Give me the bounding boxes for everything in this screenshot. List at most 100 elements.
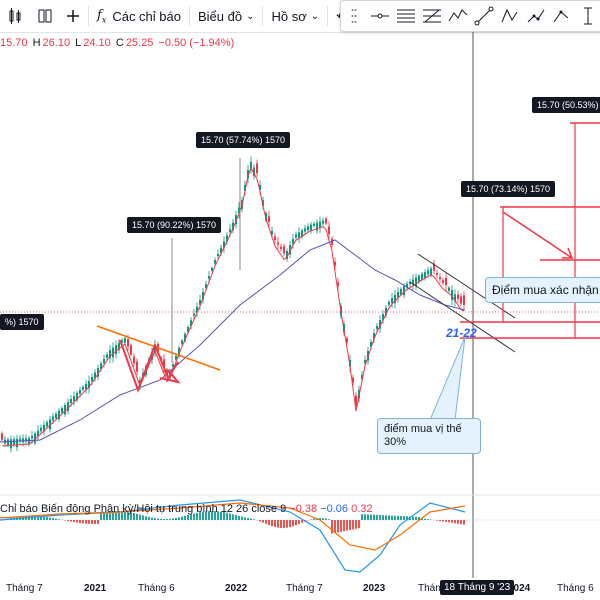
horizontal-line-tool[interactable] <box>367 1 393 31</box>
macd-bar <box>181 516 183 520</box>
macd-bar <box>298 520 300 525</box>
candle-body <box>415 277 417 287</box>
candle-body <box>184 333 186 341</box>
candle-body <box>211 268 213 271</box>
long-position-tool[interactable] <box>575 1 600 31</box>
candle-body <box>34 433 36 444</box>
divider <box>188 6 190 26</box>
macd-bar <box>289 520 291 528</box>
candle-body <box>94 372 96 379</box>
axis-tick: Tháng 6 <box>557 583 594 594</box>
macd-bar <box>109 511 111 520</box>
macd-bar <box>325 518 327 520</box>
candle-body <box>307 226 309 231</box>
macd-bar <box>127 511 129 520</box>
candle-body <box>214 260 216 264</box>
candle-body <box>397 292 399 298</box>
callout-50[interactable]: 15.70 (50.53%) <box>532 97 600 113</box>
candle-body <box>277 242 279 245</box>
macd-bar <box>229 513 231 520</box>
candle-body <box>385 308 387 315</box>
macd-bar <box>250 518 252 520</box>
macd-bar <box>46 517 48 520</box>
add-compare-button[interactable] <box>60 0 86 32</box>
macd-bar <box>37 516 39 520</box>
macd-bar <box>436 520 438 521</box>
macd-bar <box>439 520 441 521</box>
candle-body <box>361 375 363 380</box>
macd-bar <box>91 520 93 524</box>
chart-type-button[interactable]: Biểu đồ ⌄ <box>192 0 260 32</box>
macd-bar <box>160 518 162 520</box>
candle-body <box>316 222 318 231</box>
candle-body <box>205 284 207 289</box>
buy-position-note[interactable]: điểm mua vị thế 30% <box>377 418 481 454</box>
drag-handle[interactable] <box>341 1 367 31</box>
trend-line-tool[interactable] <box>471 1 497 31</box>
macd-bar <box>106 511 108 520</box>
fib-tool[interactable] <box>419 1 445 31</box>
macd-bar <box>52 518 54 520</box>
time-axis[interactable]: Tháng 7 2021 Tháng 6 2022 Tháng 7 2023 T… <box>0 578 600 600</box>
pattern-tool[interactable] <box>445 1 471 31</box>
path-tool[interactable] <box>523 1 549 31</box>
candle-body <box>97 368 99 377</box>
callout-left[interactable]: %) 1570 <box>0 314 44 330</box>
candle-body <box>193 313 195 316</box>
candle-body <box>226 235 228 242</box>
callout-90[interactable]: 15.70 (90.22%) 1570 <box>127 217 222 233</box>
close-value: 25.25 <box>125 37 154 49</box>
macd-bar <box>418 516 420 520</box>
buy-confirm-note[interactable]: Điểm mua xác nhận <box>485 277 600 303</box>
macd-bar <box>211 511 213 520</box>
candle-style-button[interactable] <box>0 0 30 32</box>
macd-bar <box>100 513 102 520</box>
candle-body <box>175 356 177 360</box>
callout-57[interactable]: 15.70 (57.74%) 1570 <box>196 132 291 148</box>
current-date-label: 18 Tháng 9 '23 <box>440 580 515 595</box>
macd-bar <box>337 520 339 533</box>
candle-body <box>7 439 9 446</box>
projection-arrowhead <box>562 247 574 259</box>
candle-body <box>115 345 117 355</box>
low-label: L <box>75 37 82 49</box>
candle-body <box>25 438 27 442</box>
candle-body <box>253 167 255 177</box>
candle-body <box>301 230 303 237</box>
indicators-button[interactable]: fx Các chỉ báo <box>91 0 187 32</box>
candle-body <box>412 279 414 285</box>
profile-button[interactable]: Hồ sơ ⌄ <box>265 0 325 32</box>
candle-body <box>70 399 72 403</box>
candle-body <box>10 439 12 449</box>
callout-73[interactable]: 15.70 (73.14%) 1570 <box>461 181 556 197</box>
candle-body <box>394 295 396 304</box>
macd-bar <box>271 520 273 527</box>
macd-bar <box>190 514 192 520</box>
macd-bar <box>460 520 462 525</box>
macd-value-hist: −0.38 <box>289 503 318 515</box>
candle-body <box>430 268 432 276</box>
candle-body <box>133 356 135 364</box>
candle-body <box>382 314 384 321</box>
candle-body <box>109 350 111 359</box>
price-chart[interactable] <box>0 32 600 578</box>
macd-bar <box>40 516 42 520</box>
parallel-channel-tool[interactable] <box>393 1 419 31</box>
elliott-tool[interactable] <box>497 1 523 31</box>
macd-bar <box>130 512 132 520</box>
candle-body <box>250 161 252 169</box>
candle-body <box>49 419 51 430</box>
macd-bar <box>427 519 429 520</box>
candle-body <box>76 393 78 401</box>
candle-body <box>52 416 54 421</box>
high-label: H <box>32 37 41 49</box>
macd-bar <box>232 514 234 520</box>
macd-bar <box>391 515 393 520</box>
candle-body <box>460 296 462 304</box>
bar-style-button[interactable] <box>30 0 60 32</box>
candle-body <box>298 232 300 238</box>
plus-icon <box>67 10 79 22</box>
candle-body <box>61 408 63 413</box>
projection-tool[interactable] <box>549 1 575 31</box>
macd-bar <box>157 518 159 520</box>
